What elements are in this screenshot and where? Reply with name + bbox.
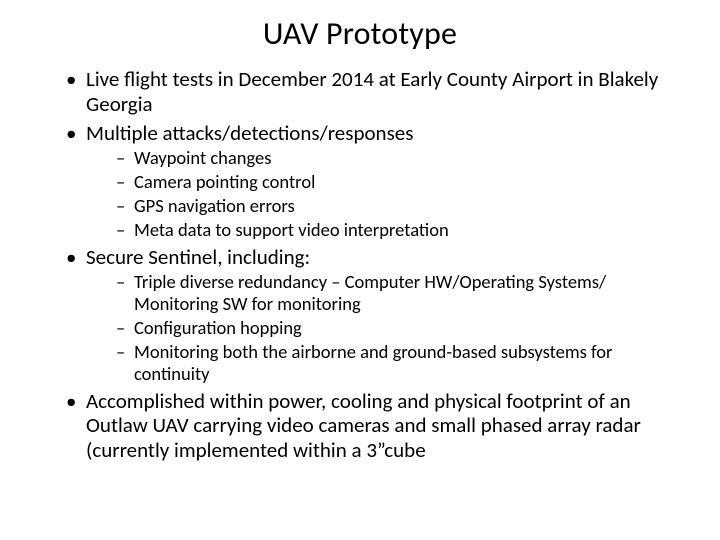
bullet-l1: Accomplished within power, cooling and p… [66, 389, 684, 463]
bullet-sublist: Triple diverse redundancy – Computer HW/… [86, 271, 684, 384]
bullet-l1-text: Multiple attacks/detections/responses [86, 120, 413, 146]
bullet-l2: Monitoring both the airborne and ground-… [116, 341, 684, 385]
bullet-l1-text: Secure Sentinel, including: [86, 244, 310, 270]
bullet-l2: Meta data to support video interpretatio… [116, 219, 684, 241]
bullet-l2: Waypoint changes [116, 147, 684, 169]
bullet-l1: Secure Sentinel, including: Triple diver… [66, 245, 684, 385]
bullet-l2: Camera pointing control [116, 171, 684, 193]
bullet-list: Live flight tests in December 2014 at Ea… [36, 67, 684, 463]
bullet-l1: Live flight tests in December 2014 at Ea… [66, 67, 684, 117]
bullet-sublist: Waypoint changes Camera pointing control… [86, 147, 684, 240]
slide-title: UAV Prototype [36, 14, 684, 53]
bullet-l2: Triple diverse redundancy – Computer HW/… [116, 271, 684, 315]
bullet-l2: Configuration hopping [116, 317, 684, 339]
slide: UAV Prototype Live flight tests in Decem… [0, 0, 720, 540]
bullet-l2: GPS navigation errors [116, 195, 684, 217]
bullet-l1: Multiple attacks/detections/responses Wa… [66, 121, 684, 241]
